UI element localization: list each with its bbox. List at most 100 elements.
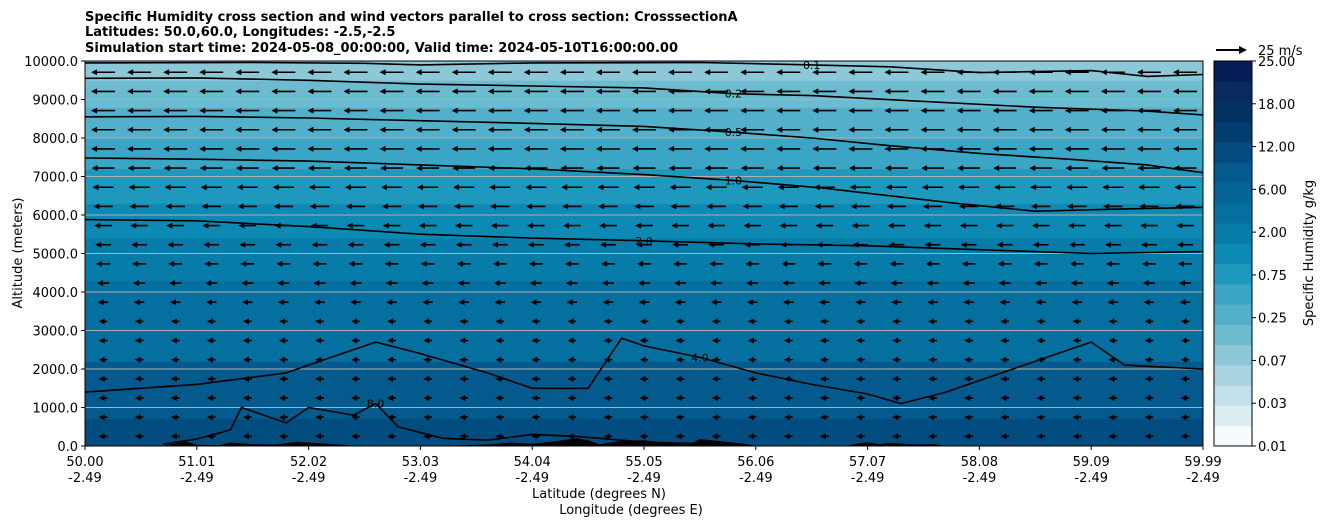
wind-vector-head xyxy=(1036,337,1043,344)
wind-vector-head xyxy=(487,69,494,76)
wind-vector-head xyxy=(1136,107,1143,114)
wind-vector-head xyxy=(603,337,610,344)
wind-vector-head xyxy=(423,375,430,382)
wind-vector-head xyxy=(1032,241,1039,248)
wind-vector-head xyxy=(920,107,927,114)
x-tick-label-lat: 57.07 xyxy=(849,455,886,470)
wind-vector-head xyxy=(923,222,930,229)
wind-vector-head xyxy=(889,260,896,267)
wind-vector-head xyxy=(271,88,278,95)
wind-vector-head xyxy=(307,69,314,76)
wind-vector-head xyxy=(891,299,898,306)
wind-vector-head xyxy=(307,165,314,172)
y-tick-label: 0.0 xyxy=(57,440,78,455)
wind-vector-head xyxy=(489,184,496,191)
wind-vector-head xyxy=(856,414,863,421)
wind-vector-head xyxy=(740,126,747,133)
y-tick-label: 1000.0 xyxy=(33,402,79,417)
wind-vector-head xyxy=(531,433,538,440)
wind-vector-head xyxy=(168,260,175,267)
wind-vector-head xyxy=(1180,433,1187,440)
wind-vector-head xyxy=(639,433,646,440)
wind-vector-head xyxy=(307,126,314,133)
wind-vector-head xyxy=(1033,260,1040,267)
wind-vector-head xyxy=(308,184,315,191)
wind-vector-head xyxy=(199,69,206,76)
colorbar-band xyxy=(1214,202,1252,224)
chart-title-line-2: Latitudes: 50.0,60.0, Longitudes: -2.5,-… xyxy=(85,25,395,40)
wind-vector-head xyxy=(994,203,1001,210)
wind-vector-head xyxy=(343,88,350,95)
wind-vector-head xyxy=(1106,280,1113,287)
wind-vector-head xyxy=(1072,318,1079,325)
wind-vector-head xyxy=(884,126,891,133)
wind-vector-head xyxy=(567,337,574,344)
wind-vector-head xyxy=(242,375,249,382)
wind-vector-head xyxy=(242,433,249,440)
wind-vector-head xyxy=(819,337,826,344)
wind-vector-head xyxy=(816,241,823,248)
colorbar-frame xyxy=(1213,60,1253,447)
wind-vector-head xyxy=(415,69,422,76)
wind-vector-head xyxy=(561,184,568,191)
wind-vector-head xyxy=(459,318,466,325)
wind-vector-head xyxy=(1172,126,1179,133)
wind-vector-head xyxy=(637,280,644,287)
wind-vector-head xyxy=(420,260,427,267)
wind-vector-head xyxy=(747,395,754,402)
wind-vector-head xyxy=(531,356,538,363)
wind-vector-head xyxy=(960,241,967,248)
wind-vector-head xyxy=(639,395,646,402)
wind-vector-head xyxy=(922,203,929,210)
wind-vector-head xyxy=(199,165,206,172)
wind-vector-head xyxy=(964,395,971,402)
wind-vector-head xyxy=(854,280,861,287)
wind-vector-head xyxy=(1178,280,1185,287)
wind-vector-head xyxy=(530,299,537,306)
wind-vector-head xyxy=(1065,165,1072,172)
wind-vector-head xyxy=(276,260,283,267)
wind-vector-head xyxy=(163,88,170,95)
wind-vector-head xyxy=(675,337,682,344)
wind-vector-head xyxy=(567,375,574,382)
wind-vector-head xyxy=(920,88,927,95)
wind-vector-head xyxy=(783,299,790,306)
wind-vector-head xyxy=(964,414,971,421)
wind-vector-head xyxy=(1136,126,1143,133)
wind-vector-head xyxy=(639,337,646,344)
wind-vector-head xyxy=(957,165,964,172)
wind-vector-head xyxy=(206,337,213,344)
wind-vector-head xyxy=(343,126,350,133)
contour-line xyxy=(85,218,1203,255)
colorbar-tick-label: 0.75 xyxy=(1258,269,1287,284)
wind-vector-head xyxy=(307,107,314,114)
wind-vector-head xyxy=(417,203,424,210)
wind-vector-head xyxy=(451,145,458,152)
wind-vector-head xyxy=(1180,375,1187,382)
wind-vector-head xyxy=(819,356,826,363)
wind-vector-head xyxy=(235,69,242,76)
wind-vector-head xyxy=(711,337,718,344)
wind-vector-head xyxy=(235,126,242,133)
wind-vector-head xyxy=(315,337,322,344)
wind-vector-head xyxy=(423,356,430,363)
wind-vector-head xyxy=(673,260,680,267)
wind-vector-head xyxy=(495,414,502,421)
wind-vector-head xyxy=(163,126,170,133)
y-tick-label: 8000.0 xyxy=(33,132,79,147)
wind-vector-head xyxy=(819,299,826,306)
wind-vector-head xyxy=(271,69,278,76)
wind-vector-head xyxy=(91,88,98,95)
wind-vector-head xyxy=(704,69,711,76)
wind-vector-head xyxy=(315,356,322,363)
wind-vector-head xyxy=(1067,203,1074,210)
wind-vector-head xyxy=(743,222,750,229)
wind-vector-head xyxy=(886,203,893,210)
wind-vector-head xyxy=(814,203,821,210)
wind-vector-head xyxy=(1136,88,1143,95)
wind-vector-head xyxy=(742,203,749,210)
contour-label: 0.5 xyxy=(725,126,743,139)
wind-vector-head xyxy=(741,184,748,191)
wind-vector-head xyxy=(1071,299,1078,306)
wind-vector-head xyxy=(1064,88,1071,95)
